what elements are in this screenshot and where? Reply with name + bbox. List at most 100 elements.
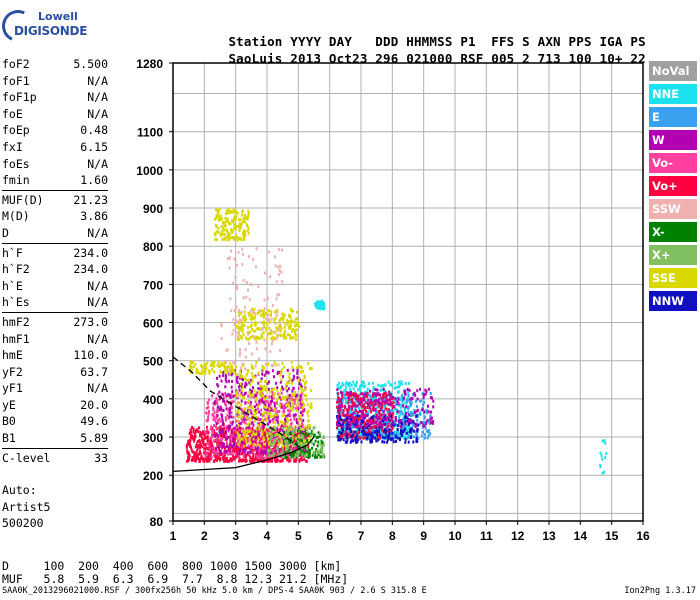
echo-point <box>217 364 220 368</box>
echo-point <box>360 440 363 444</box>
echo-point <box>345 408 348 412</box>
echo-point <box>273 404 276 408</box>
echo-point <box>244 401 247 405</box>
echo-point <box>387 422 390 426</box>
echo-point <box>286 380 289 384</box>
echo-point <box>366 414 369 417</box>
echo-point <box>241 318 244 322</box>
echo-point <box>279 402 282 406</box>
echo-point <box>336 411 339 414</box>
echo-point <box>280 369 283 373</box>
echo-point <box>231 445 233 449</box>
echo-point <box>252 414 255 418</box>
echo-point <box>282 455 284 459</box>
echo-point <box>236 419 239 423</box>
y-tick-label: 600 <box>143 317 163 331</box>
echo-point <box>244 336 247 340</box>
echo-point <box>225 212 228 215</box>
echo-point <box>381 423 384 427</box>
echo-point <box>374 425 377 429</box>
echo-point <box>212 361 215 365</box>
echo-point <box>369 406 371 410</box>
echo-point <box>235 284 238 288</box>
echo-point <box>356 429 359 433</box>
echo-point <box>271 335 274 339</box>
echo-point <box>399 382 402 386</box>
echo-point <box>234 442 237 446</box>
echo-point <box>245 378 248 382</box>
echo-point <box>229 447 232 451</box>
echo-point <box>291 439 294 443</box>
echo-point <box>290 453 293 457</box>
param-value: N/A <box>87 295 108 310</box>
echo-point <box>401 396 404 400</box>
echo-point <box>380 384 383 388</box>
echo-point <box>372 420 375 424</box>
echo-point <box>199 433 202 437</box>
echo-point <box>269 275 272 279</box>
echo-point <box>432 405 435 409</box>
echo-point <box>248 313 251 317</box>
echo-point <box>276 333 279 337</box>
echo-point <box>204 369 207 373</box>
echo-point <box>224 235 227 239</box>
echo-point <box>358 407 360 411</box>
echo-point <box>205 436 208 440</box>
echo-point <box>251 445 254 449</box>
echo-point <box>201 372 203 376</box>
echo-point <box>321 450 323 454</box>
y-tick-label: 200 <box>143 469 163 483</box>
echo-point <box>251 450 254 454</box>
echo-point <box>299 404 302 408</box>
echo-point <box>216 407 219 411</box>
echo-point <box>320 439 323 443</box>
echo-point <box>212 431 215 434</box>
echo-point <box>249 325 252 328</box>
echo-point <box>217 436 220 440</box>
echo-point <box>397 431 400 434</box>
echo-point <box>363 396 366 400</box>
echo-point <box>381 411 384 415</box>
echo-point <box>263 440 266 444</box>
echo-point <box>377 438 380 442</box>
echo-point <box>271 339 274 342</box>
echo-point <box>203 451 205 455</box>
echo-point <box>276 436 279 440</box>
echo-point <box>307 432 310 436</box>
echo-point <box>241 429 243 433</box>
echo-point <box>229 440 232 444</box>
echo-point <box>236 427 239 431</box>
echo-point <box>242 296 245 300</box>
echo-point <box>283 413 286 417</box>
echo-point <box>193 435 195 439</box>
echo-point <box>237 415 240 419</box>
legend-item-sse: SSE <box>649 268 697 288</box>
echo-point <box>216 442 219 446</box>
echo-point <box>187 452 190 456</box>
echo-point <box>267 317 270 321</box>
echo-point <box>238 436 241 440</box>
echo-point <box>306 450 309 454</box>
echo-point <box>307 419 310 423</box>
echo-point <box>352 422 355 426</box>
echo-point <box>224 446 227 450</box>
echo-point <box>302 389 305 393</box>
header-label-day: DAY <box>328 34 353 49</box>
echo-point <box>300 435 303 439</box>
echo-point <box>201 440 204 444</box>
echo-point <box>209 364 212 367</box>
echo-point <box>425 422 428 426</box>
echo-point <box>265 311 267 315</box>
echo-point <box>378 417 381 421</box>
echo-point <box>274 331 277 335</box>
echo-point <box>382 422 385 426</box>
echo-point <box>415 404 418 408</box>
echo-point <box>293 398 296 402</box>
echo-point <box>314 454 317 457</box>
echo-point <box>424 392 427 396</box>
echo-point <box>343 420 346 424</box>
echo-point <box>273 441 276 444</box>
echo-point <box>215 454 218 458</box>
echo-point <box>217 360 220 364</box>
panel-divider <box>2 242 108 244</box>
